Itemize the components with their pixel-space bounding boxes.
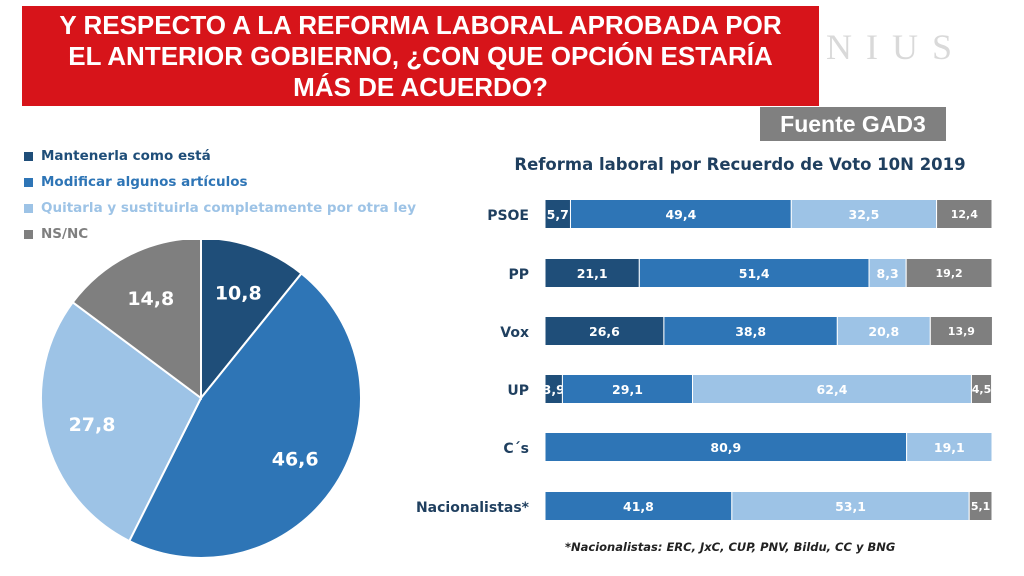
bar-value-label: 3,9 (543, 382, 565, 397)
page-title: Y RESPECTO A LA REFORMA LABORAL APROBADA… (59, 9, 782, 102)
bar-segment (544, 491, 733, 521)
bar-value-label: 12,4 (951, 208, 978, 221)
legend-item-mantener: Mantenerla como está (24, 143, 416, 169)
pie-slice-2 (40, 300, 203, 543)
bar-segment (544, 374, 563, 404)
bar-value-label: 26,6 (589, 324, 620, 339)
bar-category-label: PSOE (487, 208, 529, 224)
bar-category-label: UP (507, 383, 529, 399)
legend-item-modificar: Modificar algunos artículos (24, 169, 416, 195)
bar-category-label: Vox (500, 325, 529, 341)
bar-value-label: 13,9 (948, 325, 975, 338)
bar-segment (968, 491, 993, 521)
bar-value-label: 41,8 (623, 499, 654, 514)
bar-value-label: 62,4 (817, 382, 848, 397)
bar-segment (970, 374, 993, 404)
bar-segment (868, 258, 907, 288)
pie-legend: Mantenerla como está Modificar algunos a… (24, 143, 416, 247)
bar-value-label: 21,1 (577, 266, 608, 281)
legend-item-quitar: Quitarla y sustituirla completamente por… (24, 195, 416, 221)
source-badge: Fuente GAD3 (760, 107, 946, 141)
bar-segment (929, 316, 993, 346)
pie-label-2: 27,8 (69, 414, 116, 436)
bar-segment (906, 432, 993, 462)
legend-swatch-nsnc (24, 229, 33, 239)
legend-label-quitar: Quitarla y sustituirla completamente por… (41, 200, 416, 216)
bar-value-label: 19,2 (936, 267, 963, 280)
legend-swatch-modificar (24, 177, 33, 187)
bar-value-label: 53,1 (835, 499, 866, 514)
bar-segment (544, 432, 908, 462)
bar-value-label: 4,5 (972, 383, 992, 396)
bar-segment (638, 258, 870, 288)
bar-value-label: 29,1 (612, 382, 643, 397)
bar-value-label: 20,8 (868, 324, 899, 339)
legend-label-nsnc: NS/NC (41, 226, 89, 242)
legend-item-nsnc: NS/NC (24, 221, 416, 247)
bar-segment (663, 316, 838, 346)
bar-segment (905, 258, 993, 288)
legend-label-mantener: Mantenerla como está (41, 148, 211, 164)
bar-chart-title: Reforma laboral por Recuerdo de Voto 10N… (514, 155, 966, 174)
bar-value-label: 32,5 (849, 207, 880, 222)
brand-watermark: NIUS (826, 27, 967, 67)
legend-label-modificar: Modificar algunos artículos (41, 174, 248, 190)
bar-segment (569, 199, 792, 229)
bar-segment (561, 374, 694, 404)
bar-value-label: 49,4 (665, 207, 696, 222)
bar-segment (936, 199, 993, 229)
bar-category-label: C´s (503, 441, 529, 457)
bar-segment (836, 316, 931, 346)
bar-segment (544, 258, 640, 288)
bar-value-label: 80,9 (710, 440, 741, 455)
bar-value-label: 8,3 (877, 266, 899, 281)
bar-category-label: Nacionalistas* (416, 500, 530, 516)
title-banner: Y RESPECTO A LA REFORMA LABORAL APROBADA… (22, 6, 819, 106)
legend-swatch-quitar (24, 203, 33, 213)
bar-segment (544, 199, 571, 229)
pie-slice-1 (127, 272, 362, 559)
pie-slice-3 (71, 240, 202, 400)
bar-segment (692, 374, 972, 404)
bar-value-label: 19,1 (934, 440, 965, 455)
pie-chart: 10,8 46,6 27,8 14,8 (40, 240, 362, 559)
bar-value-label: 5,7 (547, 207, 569, 222)
bar-segment (544, 316, 665, 346)
bar-value-label: 5,1 (971, 500, 991, 513)
pie-slice-0 (200, 240, 303, 401)
pie-label-1: 46,6 (272, 449, 319, 471)
pie-label-0: 10,8 (215, 282, 262, 304)
legend-swatch-mantener (24, 151, 33, 161)
bar-segment (790, 199, 938, 229)
footnote: *Nacionalistas: ERC, JxC, CUP, PNV, Bild… (565, 540, 896, 554)
bar-value-label: 38,8 (735, 324, 766, 339)
pie-label-3: 14,8 (127, 288, 174, 310)
bar-value-label: 51,4 (739, 266, 770, 281)
bar-category-label: PP (508, 267, 529, 283)
bar-segment (731, 491, 970, 521)
